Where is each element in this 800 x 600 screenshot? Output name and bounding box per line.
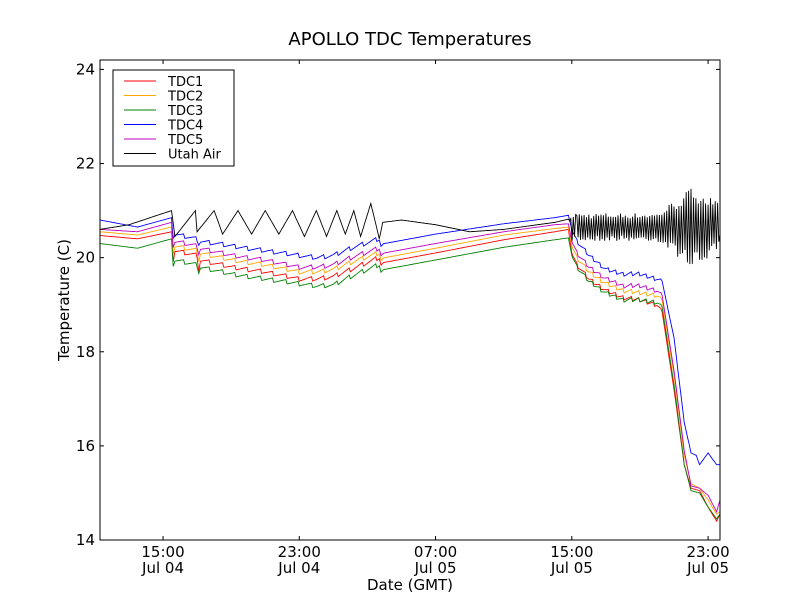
x-tick-label: 23:00 <box>686 543 729 561</box>
series-line-tdc2 <box>100 226 720 515</box>
x-tick-label: Jul 04 <box>141 559 184 577</box>
x-axis-label: Date (GMT) <box>367 576 453 594</box>
legend-box <box>112 69 235 167</box>
legend-label: TDC4 <box>167 119 203 134</box>
series-line-tdc4 <box>100 214 720 466</box>
plot-lines <box>100 188 720 523</box>
series-line-tdc3 <box>100 237 720 520</box>
legend-label: Utah Air <box>168 148 221 163</box>
legend-label: TDC3 <box>167 104 203 119</box>
x-tick-label: Jul 04 <box>277 559 320 577</box>
y-tick-label: 14 <box>76 531 95 549</box>
series-line-utah-air <box>100 188 720 265</box>
x-tick-label: Jul 05 <box>414 559 457 577</box>
y-axis: 14 16 18 20 22 24 <box>76 60 720 549</box>
y-tick-label: 22 <box>76 155 95 173</box>
legend-label: TDC5 <box>167 133 203 148</box>
x-tick-label: Jul 05 <box>686 559 729 577</box>
y-tick-label: 18 <box>76 343 95 361</box>
legend-label: TDC1 <box>167 75 203 90</box>
x-tick-label: 15:00 <box>550 543 593 561</box>
plot-frame <box>99 59 721 541</box>
x-tick-label: 07:00 <box>414 543 457 561</box>
legend-label: TDC2 <box>167 90 203 105</box>
chart-title: APOLLO TDC Temperatures <box>288 29 531 50</box>
x-tick-label: 23:00 <box>278 543 321 561</box>
y-axis-label: Temperature (C) <box>55 239 73 362</box>
y-tick-label: 24 <box>76 60 95 78</box>
x-tick-label: 15:00 <box>141 543 184 561</box>
series-line-tdc1 <box>100 228 720 523</box>
y-tick-label: 16 <box>76 437 95 455</box>
y-tick-label: 20 <box>76 249 95 267</box>
x-tick-label: Jul 05 <box>550 559 593 577</box>
series-line-tdc5 <box>100 221 720 514</box>
